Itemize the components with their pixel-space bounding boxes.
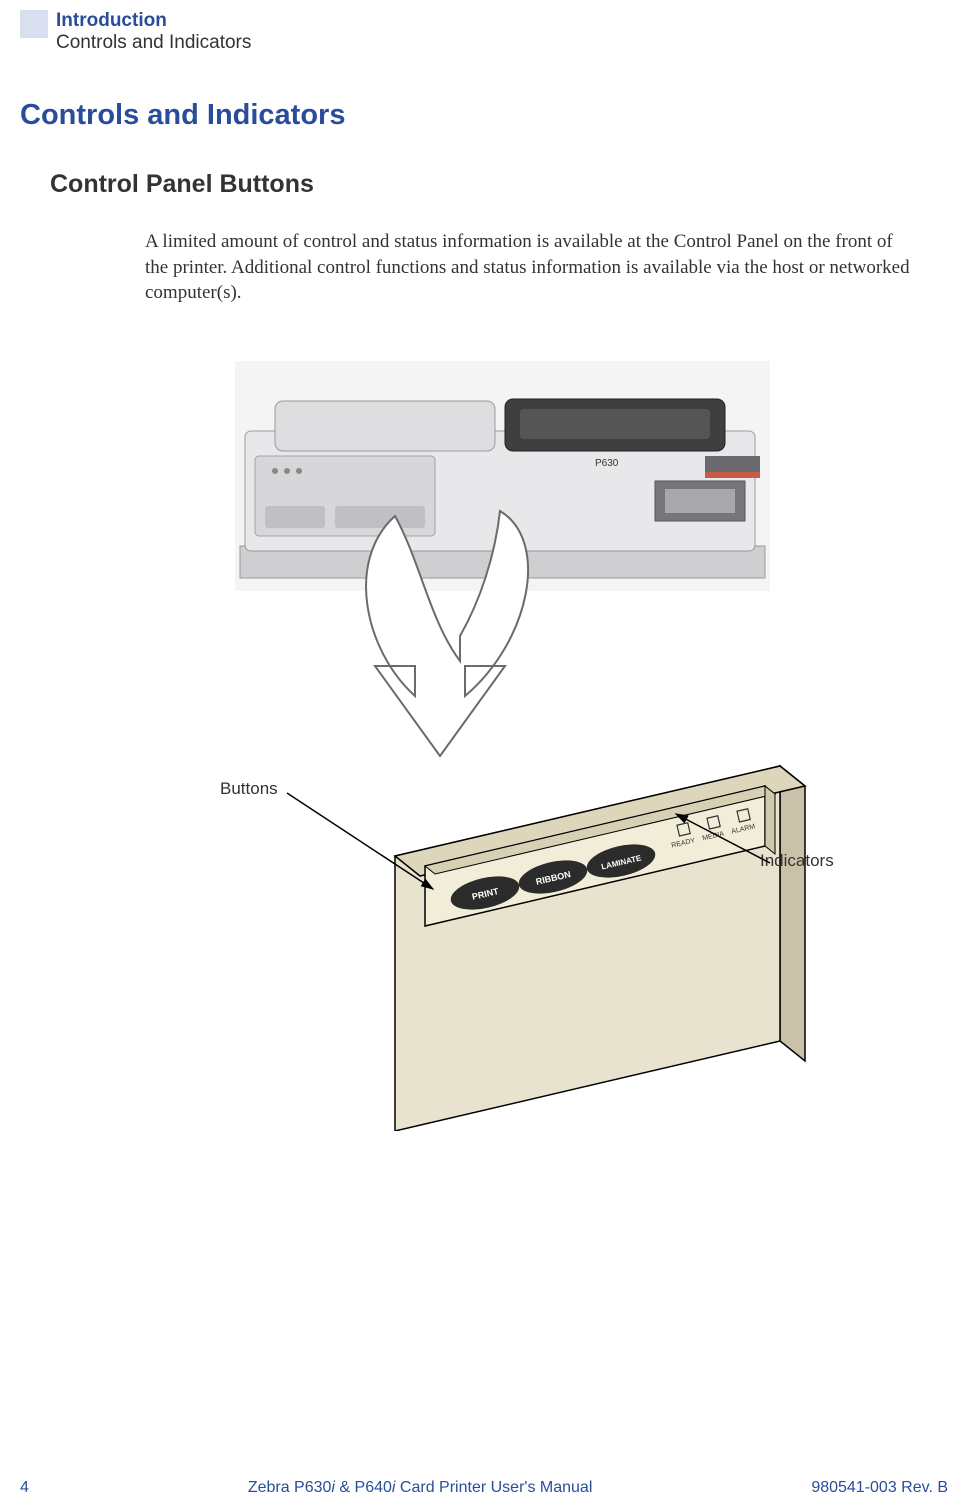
page-title: Controls and Indicators [20, 99, 974, 132]
header: Introduction Controls and Indicators [0, 0, 974, 54]
figure-area: P630 PRINT RIBBON LAMINATE [145, 361, 905, 1161]
header-text-block: Introduction Controls and Indicators [56, 10, 251, 54]
header-title: Introduction [56, 10, 251, 32]
body-paragraph: A limited amount of control and status i… [145, 229, 919, 306]
footer-right-text: 980541-003 Rev. B [811, 1479, 948, 1497]
footer-page-number: 4 [20, 1479, 29, 1497]
footer-center-prefix: Zebra P630 [248, 1479, 332, 1496]
header-accent-square [20, 10, 48, 38]
footer-center-suffix: Card Printer User's Manual [395, 1479, 592, 1496]
callout-arrow-indicators-icon [670, 808, 790, 878]
section-title: Control Panel Buttons [50, 170, 974, 199]
header-subtitle: Controls and Indicators [56, 32, 251, 54]
footer-center-mid: & P640 [335, 1479, 392, 1496]
callout-label-buttons: Buttons [220, 779, 278, 799]
footer: 4 Zebra P630i & P640i Card Printer User'… [20, 1479, 948, 1497]
footer-center-text: Zebra P630i & P640i Card Printer User's … [29, 1479, 811, 1497]
svg-text:P630: P630 [595, 458, 619, 469]
callout-arrow-buttons-icon [285, 791, 445, 901]
